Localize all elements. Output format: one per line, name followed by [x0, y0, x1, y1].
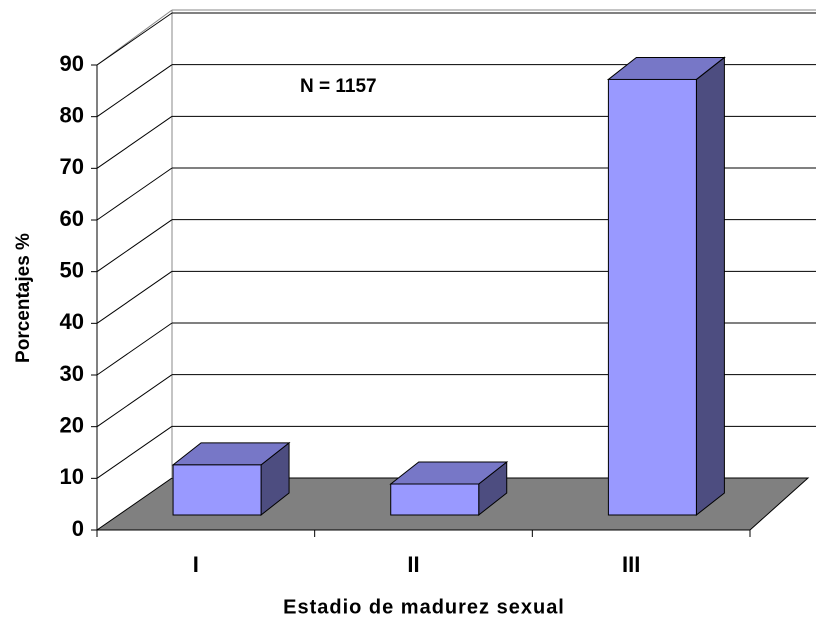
bar — [171, 441, 291, 517]
grid-line — [96, 425, 173, 479]
x-tick-label: I — [193, 552, 199, 577]
x-tick-label: II — [407, 552, 419, 577]
grid-line — [96, 219, 173, 273]
x-axis-label: Estadio de madurez sexual — [283, 596, 565, 618]
y-tick-label: 60 — [60, 206, 84, 231]
y-tick-label: 0 — [72, 516, 84, 541]
y-tick-label: 80 — [60, 102, 84, 127]
y-tick-label: 30 — [60, 361, 84, 386]
bar — [389, 460, 509, 517]
bar-front — [607, 78, 697, 516]
grid-line — [96, 12, 173, 66]
grid-line — [96, 115, 173, 169]
bar-side — [695, 56, 725, 517]
y-tick-label: 20 — [60, 412, 84, 437]
annotation: N = 1157 — [300, 76, 377, 97]
grid-line — [96, 374, 173, 428]
y-tick-label: 90 — [60, 51, 84, 76]
y-tick-label: 70 — [60, 154, 84, 179]
y-axis-label: Porcentajes % — [13, 233, 34, 363]
y-tick-label: 40 — [60, 309, 84, 334]
bar-front — [390, 483, 480, 516]
plot — [91, 9, 816, 537]
grid-line — [96, 322, 173, 376]
bar — [606, 56, 726, 517]
grid-line — [96, 64, 173, 118]
x-tick-label: III — [622, 552, 640, 577]
y-tick-label: 10 — [60, 464, 84, 489]
bar-front — [172, 464, 262, 516]
grid-line — [96, 167, 173, 221]
grid-line — [96, 270, 173, 324]
y-tick-label: 50 — [60, 257, 84, 282]
